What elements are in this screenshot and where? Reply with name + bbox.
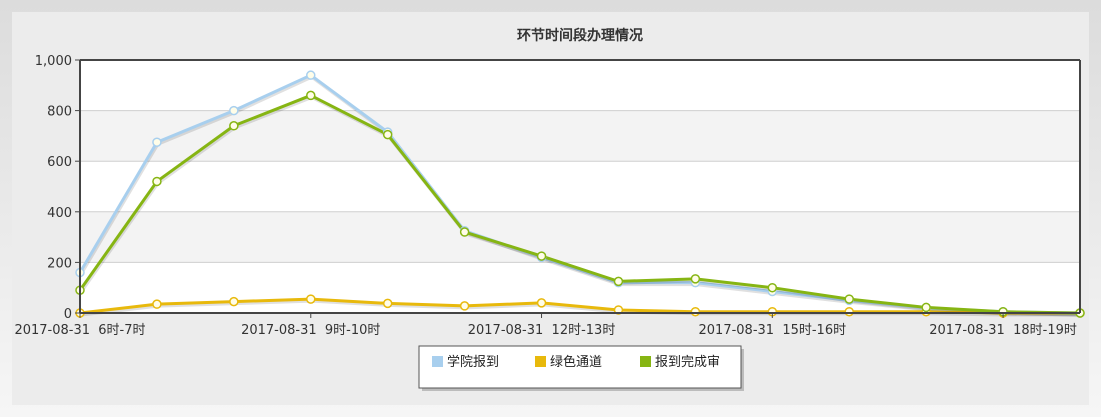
y-axis-ticks: 0 200 400 600 800 1,000 <box>35 54 80 322</box>
legend-label: 学院报到 <box>447 354 499 370</box>
data-point <box>767 282 778 293</box>
data-point <box>844 306 854 317</box>
data-point <box>229 296 239 307</box>
y-tick-label: 200 <box>47 256 72 271</box>
data-point <box>306 70 316 80</box>
series-line-2 <box>79 297 1080 315</box>
data-point <box>229 105 239 116</box>
plot-area <box>80 60 1080 313</box>
x-tick-label: 2017-08-31 15时-16时 <box>699 323 847 338</box>
data-point <box>921 302 931 313</box>
data-point <box>382 298 393 309</box>
data-point <box>459 301 470 311</box>
data-point <box>152 299 162 309</box>
data-point <box>229 121 239 131</box>
data-point <box>690 274 701 284</box>
legend-box <box>418 345 742 389</box>
legend: 学院报到 绿色通道 报到完成审 <box>418 345 744 391</box>
series-line-3 <box>78 93 1081 315</box>
data-point <box>536 298 547 308</box>
plot-band <box>80 110 1080 162</box>
y-tick-label: 600 <box>47 155 72 170</box>
legend-swatch <box>535 356 546 367</box>
x-tick-label: 2017-08-31 9时-10时 <box>241 323 380 338</box>
data-point <box>844 294 854 304</box>
plot-background <box>80 60 1080 313</box>
data-point <box>536 251 547 261</box>
data-point <box>152 176 162 187</box>
legend-swatch <box>640 356 651 367</box>
data-point <box>613 276 624 287</box>
grid-lines <box>80 110 1080 263</box>
y-tick-label: 0 <box>64 307 72 322</box>
data-point <box>690 306 701 317</box>
plot-band <box>80 211 1080 263</box>
data-point <box>152 137 162 147</box>
data-point <box>306 294 316 304</box>
axes <box>79 59 1081 314</box>
data-point <box>382 129 393 140</box>
data-point <box>459 227 470 237</box>
legend-label: 报到完成审 <box>655 355 720 370</box>
chart-title: 环节时间段办理情况 <box>517 27 643 44</box>
y-tick-label: 1,000 <box>35 54 72 69</box>
data-point <box>306 90 316 101</box>
y-tick-label: 400 <box>47 206 72 221</box>
x-tick-label: 2017-08-31 18时-19时 <box>929 323 1077 338</box>
x-tick-label: 2017-08-31 6时-7时 <box>14 323 145 338</box>
legend-label: 绿色通道 <box>550 354 602 370</box>
legend-swatch <box>432 356 443 367</box>
y-tick-label: 800 <box>47 105 72 120</box>
x-axis-ticks: 2017-08-31 6时-7时 2017-08-31 9时-10时 2017-08… <box>14 313 1077 338</box>
series-shadow <box>79 75 1082 317</box>
series-shadow <box>79 95 1082 317</box>
x-tick-label: 2017-08-31 12时-13时 <box>468 323 616 338</box>
